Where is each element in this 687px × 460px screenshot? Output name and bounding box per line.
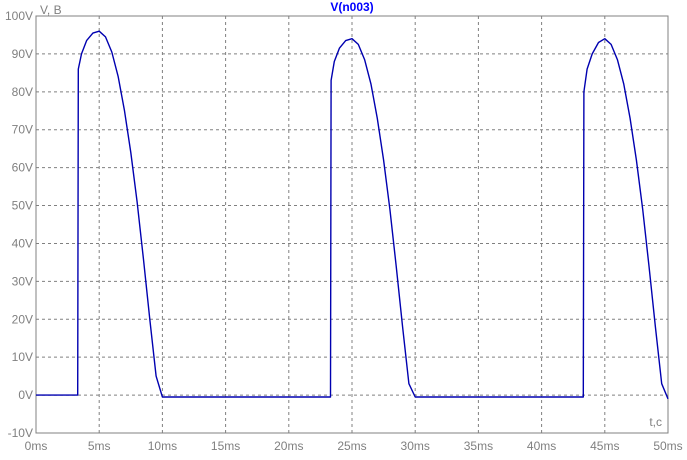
x-tick-label: 0ms [25,439,48,453]
x-tick-label: 30ms [401,439,430,453]
y-tick-label: -10V [8,426,33,440]
y-tick-label: 0V [18,388,33,402]
y-tick-label: 40V [12,236,33,250]
x-tick-label: 25ms [337,439,366,453]
x-tick-label: 50ms [653,439,682,453]
grid-layer [36,16,668,433]
plot-frame [35,15,669,434]
y-tick-label: 70V [12,123,33,137]
y-tick-label: 100V [5,9,33,23]
x-tick-label: 20ms [274,439,303,453]
series-line [36,30,669,400]
y-tick-label: 20V [12,312,33,326]
y-tick-label: 90V [12,47,33,61]
x-tick-labels: 0ms 5ms 10ms 15ms 20ms 25ms 30ms 35ms 40ms 45ms 50… [25,439,683,453]
y-tick-label: 80V [12,85,33,99]
x-tick-label: 45ms [590,439,619,453]
x-tick-label: 5ms [88,439,111,453]
x-tick-label: 10ms [148,439,177,453]
y-tick-label: 50V [12,199,33,213]
trace-layer [36,30,669,400]
x-tick-label: 15ms [211,439,240,453]
y-tick-label: 30V [12,274,33,288]
y-axis-label: V, B [40,3,62,17]
y-tick-label: 10V [12,350,33,364]
y-tick-label: 60V [12,161,33,175]
x-tick-label: 35ms [464,439,493,453]
x-axis-label: t,c [649,415,662,429]
x-tick-label: 40ms [527,439,556,453]
chart-title: V(n003) [330,0,373,14]
y-tick-labels: -10V 0V 10V 20V 30V 40V 50V 60V 70V 80V 90V 100V [5,9,33,440]
